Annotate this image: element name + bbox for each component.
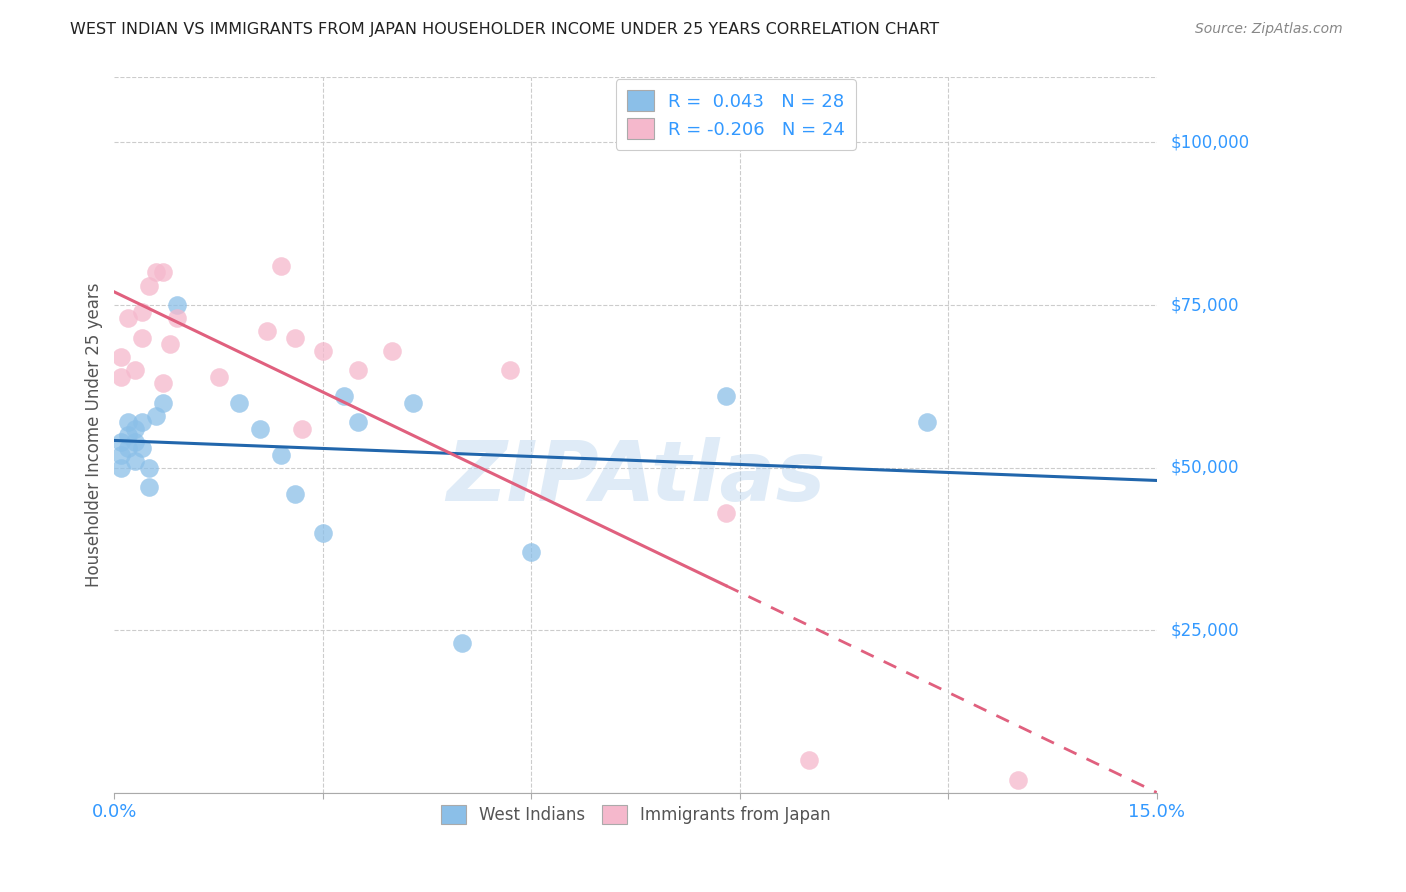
Point xyxy=(152,376,174,390)
Point xyxy=(284,330,307,344)
Point xyxy=(131,304,153,318)
Point xyxy=(346,363,368,377)
Point xyxy=(131,441,153,455)
Text: WEST INDIAN VS IMMIGRANTS FROM JAPAN HOUSEHOLDER INCOME UNDER 25 YEARS CORRELATI: WEST INDIAN VS IMMIGRANTS FROM JAPAN HOU… xyxy=(70,22,939,37)
Y-axis label: Householder Income Under 25 years: Householder Income Under 25 years xyxy=(86,283,103,587)
Text: $50,000: $50,000 xyxy=(1171,458,1239,476)
Point xyxy=(249,421,271,435)
Point xyxy=(291,421,314,435)
Point xyxy=(284,486,307,500)
Point xyxy=(714,389,737,403)
Point xyxy=(124,434,146,449)
Point xyxy=(124,421,146,435)
Point xyxy=(799,753,821,767)
Point xyxy=(312,525,335,540)
Text: $25,000: $25,000 xyxy=(1171,621,1239,639)
Point xyxy=(110,460,132,475)
Point xyxy=(499,363,522,377)
Point xyxy=(166,311,188,326)
Text: $100,000: $100,000 xyxy=(1171,134,1250,152)
Point xyxy=(917,415,939,429)
Point xyxy=(117,311,139,326)
Point xyxy=(208,369,231,384)
Text: ZIPAtlas: ZIPAtlas xyxy=(446,437,825,518)
Point xyxy=(159,337,181,351)
Point xyxy=(166,298,188,312)
Point xyxy=(520,545,543,559)
Point xyxy=(110,350,132,364)
Point xyxy=(131,330,153,344)
Point xyxy=(152,265,174,279)
Point xyxy=(124,454,146,468)
Point xyxy=(124,363,146,377)
Point xyxy=(346,415,368,429)
Point xyxy=(138,460,160,475)
Point xyxy=(256,324,278,338)
Point xyxy=(450,636,472,650)
Point xyxy=(228,395,250,409)
Point xyxy=(110,448,132,462)
Point xyxy=(1007,772,1029,787)
Point xyxy=(117,441,139,455)
Point xyxy=(381,343,404,358)
Point xyxy=(332,389,354,403)
Point xyxy=(145,409,167,423)
Point xyxy=(714,506,737,520)
Text: $75,000: $75,000 xyxy=(1171,296,1239,314)
Point xyxy=(402,395,425,409)
Point xyxy=(117,415,139,429)
Point xyxy=(131,415,153,429)
Point xyxy=(110,434,132,449)
Point xyxy=(138,278,160,293)
Point xyxy=(110,369,132,384)
Point xyxy=(312,343,335,358)
Point xyxy=(152,395,174,409)
Point xyxy=(270,448,292,462)
Point xyxy=(138,480,160,494)
Legend: West Indians, Immigrants from Japan: West Indians, Immigrants from Japan xyxy=(430,795,841,834)
Point xyxy=(145,265,167,279)
Point xyxy=(117,428,139,442)
Text: Source: ZipAtlas.com: Source: ZipAtlas.com xyxy=(1195,22,1343,37)
Point xyxy=(270,259,292,273)
